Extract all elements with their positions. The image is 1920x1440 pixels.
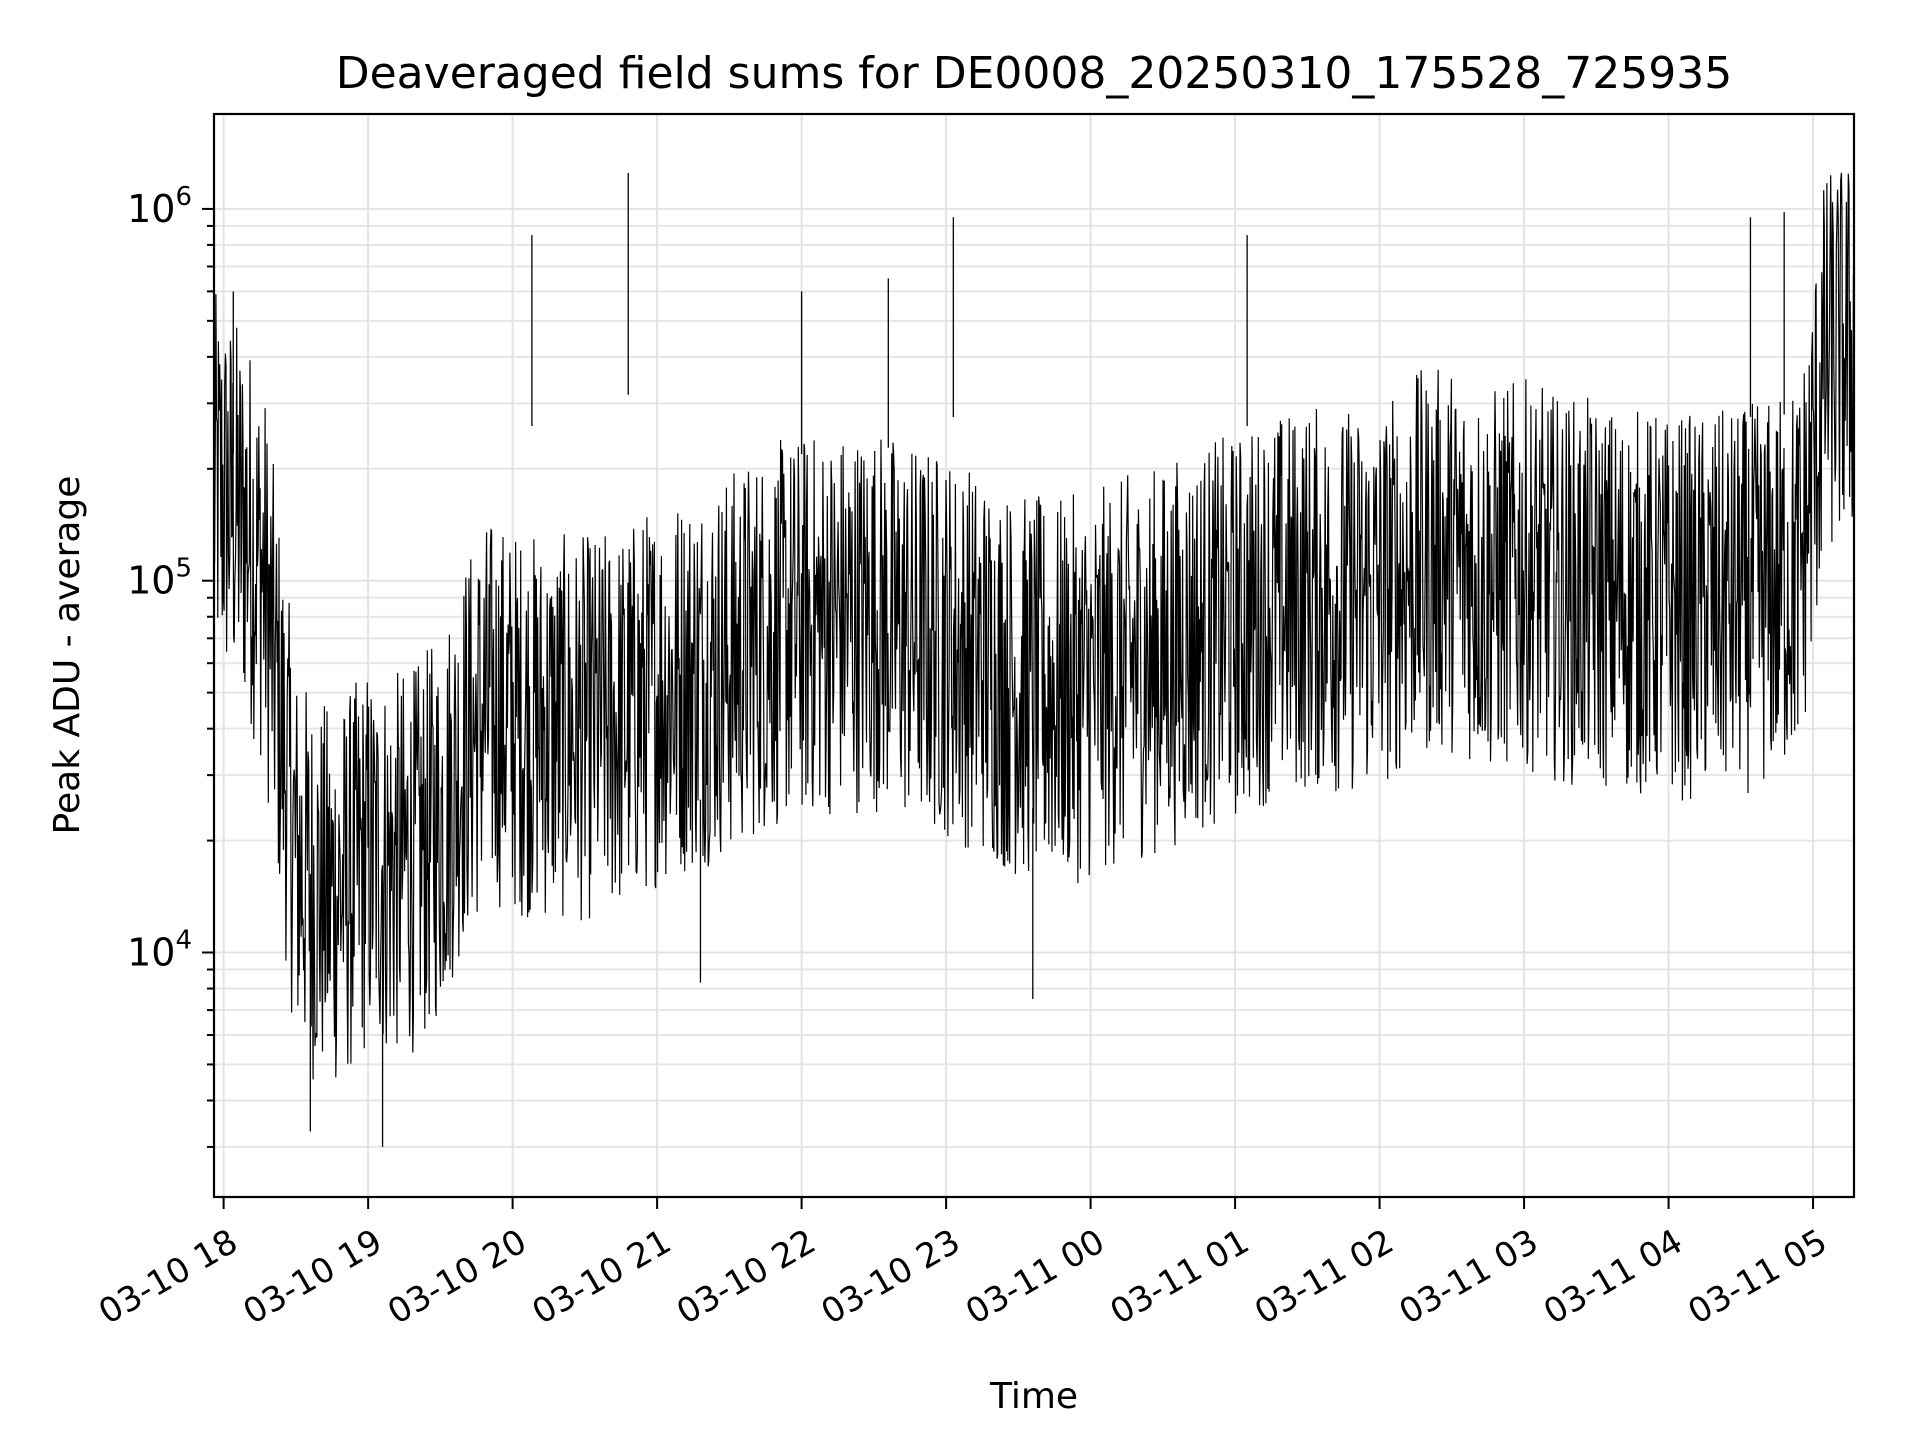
y-tick-label: 105 [127, 554, 192, 603]
chart-title: Deaveraged field sums for DE0008_2025031… [336, 48, 1733, 99]
y-axis-label: Peak ADU - average [47, 476, 88, 835]
y-tick-label: 106 [127, 182, 192, 231]
series-line [213, 172, 1855, 1080]
series-layer [213, 172, 1855, 1147]
x-axis-label: Time [989, 1376, 1078, 1417]
y-axis-ticks: 104 105 106 [127, 182, 214, 1148]
plot-frame [212, 112, 1856, 1199]
y-tick-label: 104 [127, 926, 192, 975]
